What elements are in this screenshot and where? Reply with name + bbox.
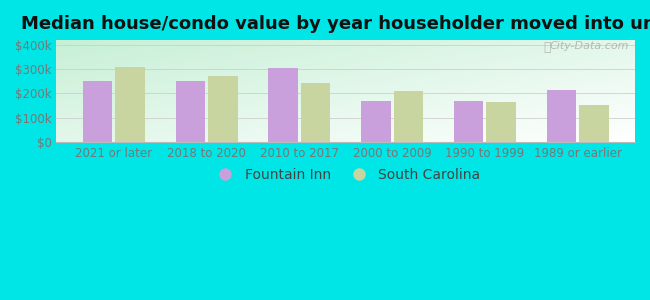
Bar: [208, 76, 238, 142]
Bar: [579, 106, 608, 142]
Text: City-Data.com: City-Data.com: [550, 41, 629, 51]
Bar: [268, 68, 298, 142]
Bar: [115, 67, 145, 142]
Bar: [547, 90, 577, 142]
Title: Median house/condo value by year householder moved into unit: Median house/condo value by year househo…: [21, 15, 650, 33]
Bar: [83, 81, 112, 142]
Legend: Fountain Inn, South Carolina: Fountain Inn, South Carolina: [206, 163, 486, 188]
Bar: [301, 83, 330, 142]
Text: ⓘ: ⓘ: [543, 41, 551, 54]
Bar: [176, 81, 205, 142]
Bar: [454, 101, 484, 142]
Bar: [361, 101, 391, 142]
Bar: [393, 91, 423, 142]
Bar: [486, 102, 516, 142]
